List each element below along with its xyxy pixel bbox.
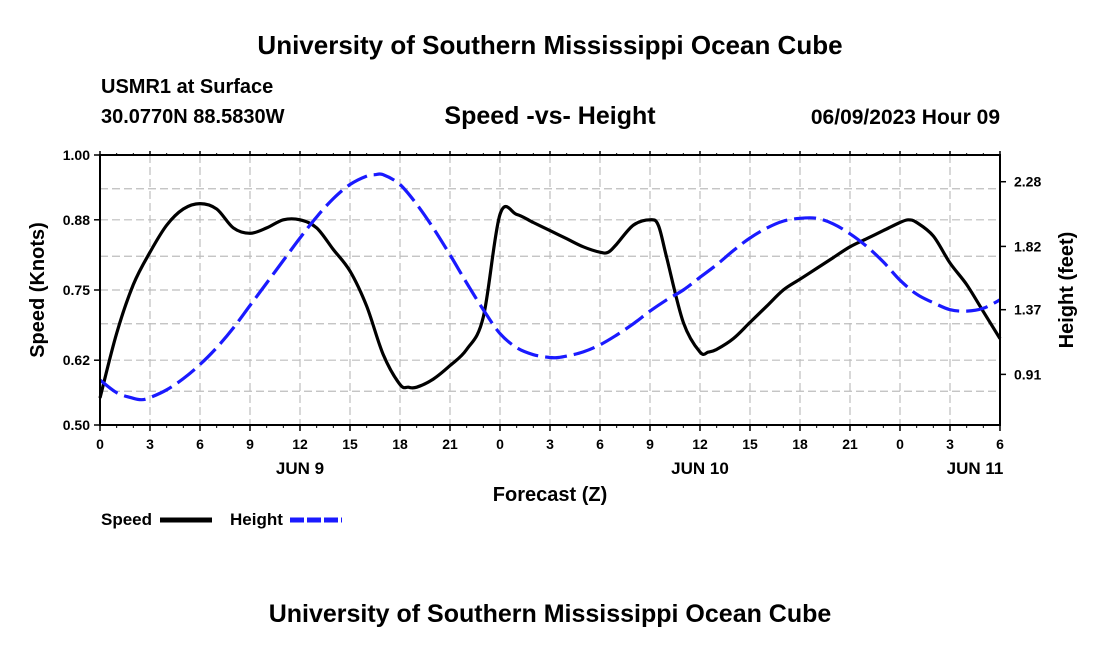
- y-axis-right-label: Height (feet): [1056, 232, 1078, 349]
- y-left-tick-label: 0.75: [63, 282, 90, 298]
- y-axis-left-label: Speed (Knots): [27, 222, 49, 358]
- x-tick-label: 12: [692, 436, 708, 452]
- x-day-label: JUN 10: [671, 459, 729, 478]
- x-tick-label: 0: [896, 436, 904, 452]
- x-tick-label: 21: [842, 436, 858, 452]
- chart-main-title: University of Southern Mississippi Ocean…: [257, 30, 843, 60]
- coordinates-label: 30.0770N 88.5830W: [101, 106, 285, 128]
- axes: 0 3 6 9 12 15 18 21 0 3 6 9 12 15 18 21 0 3 6 JUN 9 JUN 10 JU…: [63, 147, 1042, 478]
- series-lines: [98, 172, 1002, 402]
- legend-height-label: Height: [230, 510, 283, 529]
- x-axis-label: Forecast (Z): [493, 484, 607, 506]
- series-speed-line: [98, 202, 1002, 399]
- y-left-tick-label: 0.50: [63, 417, 90, 433]
- y-left-tick-label: 0.88: [63, 212, 90, 228]
- y-right-tick-label: 1.37: [1014, 302, 1041, 318]
- grid-lines: [100, 155, 1000, 425]
- y-right-tick-label: 2.28: [1014, 174, 1041, 190]
- x-tick-label: 15: [742, 436, 758, 452]
- x-tick-label: 15: [342, 436, 358, 452]
- x-tick-label: 3: [146, 436, 154, 452]
- legend: Speed Height: [101, 510, 342, 529]
- x-day-label: JUN 9: [276, 459, 324, 478]
- x-tick-label: 3: [946, 436, 954, 452]
- x-tick-label: 3: [546, 436, 554, 452]
- x-tick-label: 9: [646, 436, 654, 452]
- x-tick-label: 9: [246, 436, 254, 452]
- y-left-tick-label: 1.00: [63, 147, 90, 163]
- chart-footer-title: University of Southern Mississippi Ocean…: [268, 600, 832, 628]
- x-tick-label: 18: [792, 436, 808, 452]
- chart-title: Speed -vs- Height: [444, 102, 656, 130]
- x-day-label: JUN 11: [947, 459, 1004, 478]
- x-tick-label: 18: [392, 436, 408, 452]
- station-label: USMR1 at Surface: [101, 76, 274, 98]
- x-tick-label: 12: [292, 436, 308, 452]
- x-tick-label: 6: [596, 436, 604, 452]
- y-right-tick-label: 1.82: [1014, 238, 1041, 254]
- x-tick-label: 6: [996, 436, 1004, 452]
- x-tick-label: 21: [442, 436, 458, 452]
- x-tick-label: 0: [496, 436, 504, 452]
- x-tick-label: 0: [96, 436, 104, 452]
- y-left-tick-label: 0.62: [63, 352, 90, 368]
- legend-speed-label: Speed: [101, 510, 152, 529]
- y-right-tick-label: 0.91: [1014, 366, 1041, 382]
- forecast-date-label: 06/09/2023 Hour 09: [810, 106, 1000, 129]
- x-tick-label: 6: [196, 436, 204, 452]
- series-height-line: [99, 172, 1001, 402]
